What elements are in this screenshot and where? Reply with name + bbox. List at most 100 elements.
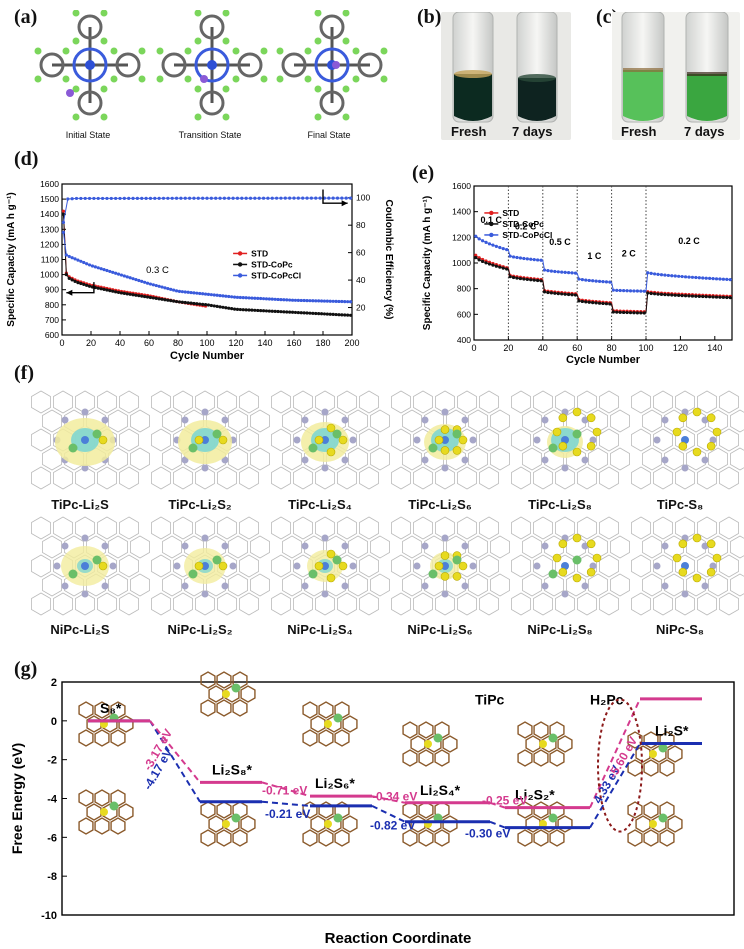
data-point-d [331,299,335,303]
data-point-d [186,290,190,294]
data-point-d [122,291,126,295]
data-point-e [701,276,705,280]
lattice-hex [370,535,390,559]
data-point-e [708,295,712,299]
data-point-d [205,196,209,200]
data-point-d [244,196,248,200]
lattice-hex [697,516,717,540]
sulfur-atom [424,740,432,748]
data-point-d [264,297,269,301]
data-point-d [267,309,271,313]
benzene-ring [237,52,263,78]
lattice-hex [402,535,422,559]
lattice-hex [631,466,651,490]
sulfur-atom [572,407,582,417]
y-tick-label-e: 1600 [452,181,471,191]
nitrogen-atom [661,582,669,590]
lattice-hex [533,721,549,739]
data-point-d [145,295,150,299]
lattice-hex [479,390,499,414]
data-point-e [666,273,670,278]
lithium-atom [308,569,318,579]
data-point-d [235,307,240,312]
lattice-hex [659,829,675,847]
lattice-hex [402,409,422,433]
y-tick-label-e: 1400 [452,207,471,217]
nitrogen-atom [181,456,189,464]
lithium-atom [548,733,558,743]
lattice-hex [635,815,651,833]
sulfur-atom [98,561,108,571]
lithium-atom [452,555,462,565]
data-point-d [102,268,106,272]
sulfur-atom [712,427,722,437]
data-point-e [570,293,574,297]
nitrogen-atom [469,562,477,570]
lattice-hex [511,516,531,540]
nitrogen-atom [81,464,89,472]
nitrogen-atom [101,582,109,590]
energy-connector [261,800,311,807]
data-point-d [331,312,335,316]
molecule-1 [156,10,268,121]
lattice-hex [78,817,94,835]
data-point-e [615,310,619,314]
sulfur-atom [440,446,450,455]
sulfur-atom [222,820,230,828]
data-point-d [248,196,253,200]
data-point-d [192,196,196,200]
data-point-d [61,230,66,234]
lattice-hex [627,731,643,749]
data-point-d [127,196,131,200]
data-point-e [687,294,691,298]
nitrogen-atom [341,456,349,464]
lattice-hex [391,428,411,452]
data-point-d [122,274,126,278]
data-point-d [61,209,66,213]
sulfur-atom [552,427,562,437]
rate-label-e: 0.2 C [515,222,537,232]
y-tick-label-d: 700 [45,315,59,325]
lattice-hex [533,554,553,578]
lattice-hex [402,749,418,767]
data-point-e [718,277,722,281]
lattice-hex [588,447,608,471]
lattice-hex [391,390,411,414]
sulfur-atom [712,553,722,563]
data-point-d [209,303,213,308]
data-point-e [639,311,643,315]
lithium-atom [548,813,558,823]
data-point-d [311,299,315,303]
data-point-d [238,295,242,300]
data-point-d [212,304,216,308]
lattice-hex [173,592,193,616]
lattice-hex [686,573,706,597]
nitrogen-atom [341,542,349,550]
nitrogen-atom [301,582,309,590]
lithium-atom [658,813,668,823]
y2-tick-label-d: 60 [356,248,366,258]
data-point-e [577,277,581,281]
data-point-e [481,239,485,243]
data-point-e [549,291,553,295]
data-point-e [711,277,715,281]
lattice-hex [359,390,379,414]
data-point-d [180,290,184,294]
data-point-e [484,261,488,265]
data-point-e [718,295,722,299]
data-point-d [137,278,141,283]
lattice-hex [719,466,739,490]
structure-nipc-3 [391,516,510,616]
data-point-e [591,301,595,305]
sulfur-atom [326,447,336,457]
lattice-hex [697,390,717,414]
data-point-e [694,294,698,298]
lithium-atom [572,429,582,439]
lattice-hex [610,409,630,433]
nitrogen-atom [709,562,717,570]
sulfur-atom [572,533,582,543]
data-point-d [192,291,196,295]
sulfur-atom [324,820,332,828]
data-point-e [683,294,688,298]
panel-label-f: (f) [14,362,34,384]
